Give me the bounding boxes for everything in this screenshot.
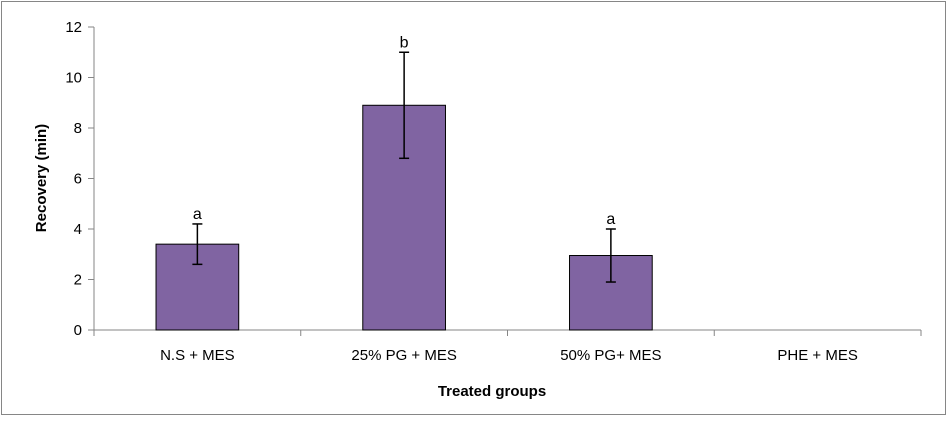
y-tick-label: 6 — [74, 171, 82, 188]
y-tick-label: 2 — [74, 272, 82, 289]
y-axis-title: Recovery (min) — [33, 124, 50, 232]
significance-labels: a b a — [193, 34, 616, 228]
x-category-label: N.S + MES — [160, 347, 235, 364]
error-bars — [192, 51, 616, 283]
y-tick-label: 10 — [65, 70, 82, 87]
significance-label: b — [400, 34, 409, 51]
x-axis-categories: N.S + MES 25% PG + MES 50% PG+ MES PHE + ME… — [160, 347, 858, 364]
x-category-label: 25% PG + MES — [351, 347, 456, 364]
x-category-label: 50% PG+ MES — [560, 347, 661, 364]
x-category-label: PHE + MES — [777, 347, 857, 364]
y-axis-ticks: 0 2 4 6 8 10 12 — [65, 19, 94, 339]
significance-label: a — [193, 206, 202, 223]
y-tick-label: 12 — [65, 19, 82, 36]
significance-label: a — [606, 211, 615, 228]
y-tick-label: 4 — [74, 221, 82, 238]
y-tick-label: 0 — [74, 322, 82, 339]
x-axis-title: Treated groups — [438, 383, 546, 400]
chart-frame — [1, 1, 946, 415]
y-tick-label: 8 — [74, 120, 82, 137]
